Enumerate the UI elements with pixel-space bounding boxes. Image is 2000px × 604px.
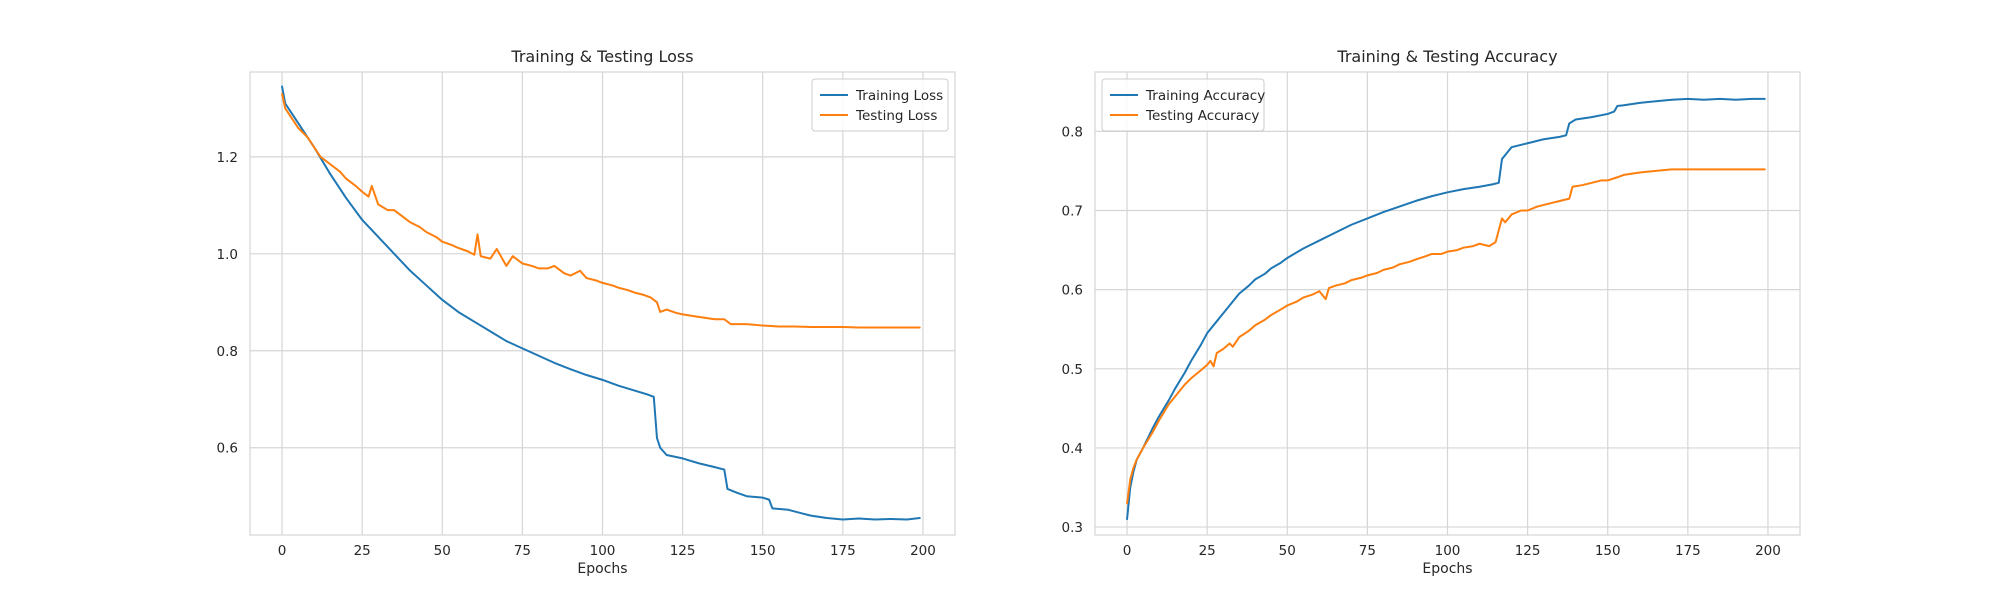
- y-tick-label: 0.8: [1062, 124, 1083, 140]
- x-tick-label: 75: [514, 543, 531, 559]
- x-tick-label: 0: [278, 543, 287, 559]
- chart-title: Training & Testing Accuracy: [1336, 47, 1557, 66]
- y-tick-label: 0.3: [1062, 520, 1083, 536]
- x-tick-label: 50: [434, 543, 451, 559]
- x-tick-label: 25: [1199, 543, 1216, 559]
- legend-box: [811, 78, 949, 132]
- legend-label: Testing Loss: [855, 108, 937, 124]
- y-tick-label: 0.7: [1062, 204, 1083, 220]
- x-tick-label: 25: [354, 543, 371, 559]
- legend: Training Loss Testing Loss: [811, 78, 949, 132]
- series-line-testing-loss: [281, 92, 921, 329]
- series-line-training-accuracy: [1126, 97, 1766, 521]
- x-axis-label: Epochs: [1422, 561, 1472, 577]
- chart-title: Training & Testing Loss: [510, 47, 693, 66]
- x-tick-label: 175: [1675, 543, 1701, 559]
- x-tick-label: 175: [830, 543, 856, 559]
- x-tick-label: 200: [1755, 543, 1781, 559]
- accuracy-chart: 0 25 50 75 100 125 150 175 200 0.3 0.4 0.5 0.6 0.7 0.8…: [1062, 47, 1801, 577]
- series-line-training-loss: [281, 85, 921, 521]
- legend: Training Accuracy Testing Accuracy: [1101, 78, 1265, 132]
- y-tick-label: 0.6: [217, 441, 238, 457]
- x-axis-label: Epochs: [577, 561, 627, 577]
- y-tick-label: 0.8: [217, 344, 238, 360]
- loss-chart: 0 25 50 75 100 125 150 175 200 0.6 0.8 1.0 1.2 Traini…: [217, 47, 956, 577]
- y-tick-label: 1.2: [217, 150, 238, 166]
- x-tick-label: 0: [1123, 543, 1132, 559]
- legend-label: Training Accuracy: [1145, 88, 1265, 104]
- x-tick-label: 125: [670, 543, 696, 559]
- y-tick-label: 0.4: [1062, 441, 1083, 457]
- legend-label: Testing Accuracy: [1145, 108, 1259, 124]
- x-tick-label: 150: [1595, 543, 1621, 559]
- x-tick-label: 200: [910, 543, 936, 559]
- y-tick-label: 1.0: [217, 247, 238, 263]
- y-tick-label: 0.6: [1062, 283, 1083, 299]
- x-tick-label: 150: [750, 543, 776, 559]
- x-tick-label: 100: [1435, 543, 1461, 559]
- series-line-testing-accuracy: [1126, 168, 1766, 505]
- x-tick-label: 50: [1279, 543, 1296, 559]
- x-tick-label: 100: [590, 543, 616, 559]
- y-tick-label: 0.5: [1062, 362, 1083, 378]
- legend-label: Training Loss: [855, 88, 943, 104]
- x-tick-label: 75: [1359, 543, 1376, 559]
- x-tick-label: 125: [1515, 543, 1541, 559]
- legend-box: [1101, 78, 1265, 132]
